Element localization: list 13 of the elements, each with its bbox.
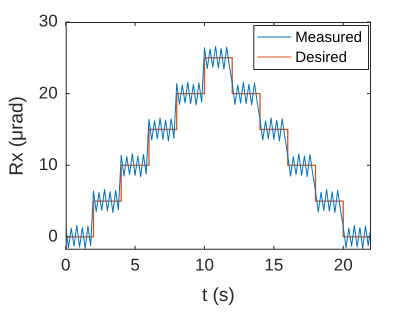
y-tick-label: 0 <box>48 226 58 246</box>
legend-label: Measured <box>295 29 362 46</box>
y-axis-title: Rx (μrad) <box>6 96 28 176</box>
y-tick-label: 20 <box>38 83 58 102</box>
x-tick-label: 10 <box>195 256 214 275</box>
x-tick-label: 15 <box>264 256 284 275</box>
x-tick-label: 5 <box>130 256 140 275</box>
x-tick-label: 0 <box>60 256 70 275</box>
x-tick-label: 20 <box>334 256 353 275</box>
y-tick-label: 30 <box>38 12 58 31</box>
legend-label: Desired <box>295 49 347 66</box>
x-axis-title: t (s) <box>202 284 235 306</box>
y-tick-label: 10 <box>38 154 58 174</box>
